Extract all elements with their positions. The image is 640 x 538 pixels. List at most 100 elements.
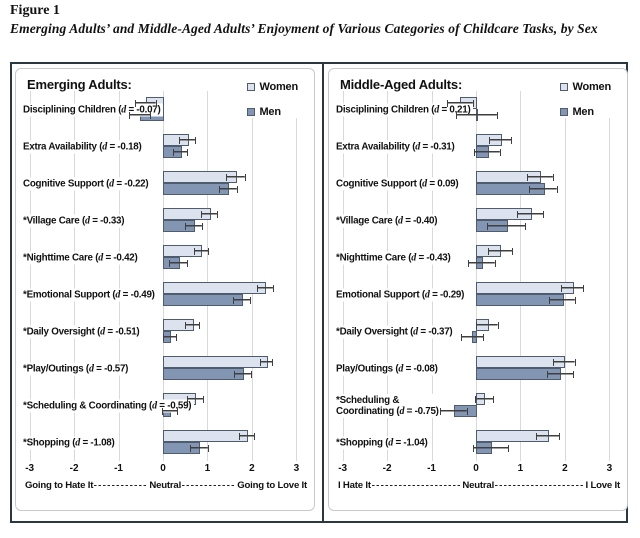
category-row: *Scheduling & Coordinating (d = -0.59) (16, 387, 314, 424)
gridline (118, 91, 120, 461)
bar-men (163, 294, 244, 306)
error-bar-men (232, 296, 252, 304)
gridline (29, 91, 31, 461)
x-tick-label: 0 (160, 463, 166, 474)
legend-item-women: Women (560, 81, 611, 93)
women-swatch-icon (247, 83, 256, 91)
axis-dash-line (182, 484, 237, 487)
legend-label-women: Women (572, 81, 611, 93)
bar-men (163, 368, 244, 380)
category-label: *Daily Oversight (d = -0.37) (335, 325, 456, 338)
category-row: Emotional Support (d = -0.29) (329, 276, 627, 313)
legend-label-men: Men (259, 106, 281, 118)
error-bar-men (162, 333, 177, 341)
category-row: *Emotional Support (d = -0.49) (16, 276, 314, 313)
bar-women (476, 356, 566, 368)
category-label: *Emotional Support (d = -0.49) (22, 288, 158, 301)
plot-area: Disciplining Children (d = -0.07) Extra A… (16, 91, 314, 461)
category-row: *Daily Oversight (d = -0.51) (16, 313, 314, 350)
legend-item-men: Men (247, 106, 298, 118)
axis-caption-right: I Love It (585, 480, 621, 491)
category-row: Disciplining Children (d = 0.21) (329, 91, 627, 128)
women-swatch-icon (560, 83, 569, 91)
error-bar-women (476, 321, 499, 329)
category-label: Cognitive Support (d = 0.09) (335, 177, 462, 190)
x-axis-ticks: -3 -2 -1 0 1 2 3 (329, 463, 627, 476)
error-bar-women (185, 321, 201, 329)
x-tick-label: 0 (473, 463, 479, 474)
x-tick-label: 3 (606, 463, 613, 474)
axis-dash-line (94, 484, 149, 487)
panel-title: Emerging Adults: (27, 77, 132, 92)
bar-women (163, 430, 248, 442)
category-row: Extra Availability (d = -0.18) (16, 128, 314, 165)
error-bar-men (468, 259, 496, 267)
category-row: Cognitive Support (d = 0.09) (329, 165, 627, 202)
category-label: Cognitive Support (d = -0.22) (22, 177, 152, 190)
category-row: Play/Outings (d = -0.08) (329, 350, 627, 387)
error-bar-women (536, 432, 560, 440)
men-swatch-icon (247, 108, 256, 116)
error-bar-women (527, 173, 554, 181)
gridline (342, 91, 344, 461)
category-row: Disciplining Children (d = -0.07) (16, 91, 314, 128)
error-bar-women (561, 284, 585, 292)
x-axis-caption: I Hate It Neutral I Love It (338, 480, 620, 491)
gridline (520, 91, 522, 461)
error-bar-men (161, 407, 178, 415)
error-bar-men (472, 444, 510, 452)
error-bar-men (219, 185, 238, 193)
x-axis-ticks: -3 -2 -1 0 1 2 3 (16, 463, 314, 476)
category-label: *Village Care (d = -0.40) (335, 214, 441, 227)
category-label: Extra Availability (d = -0.31) (335, 140, 458, 153)
error-bar-women (553, 358, 576, 366)
legend: Women Men (560, 81, 611, 118)
category-label: *Village Care (d = -0.33) (22, 214, 128, 227)
error-bar-men (529, 185, 558, 193)
x-tick-label: -3 (338, 463, 348, 474)
error-bar-men (460, 333, 484, 341)
x-tick-label: -3 (25, 463, 35, 474)
x-tick-label: 1 (517, 463, 524, 474)
error-bar-women (489, 136, 513, 144)
bar-women (163, 282, 267, 294)
category-label: *Scheduling & Coordinating (d = -0.75) (335, 393, 442, 418)
gridline (431, 91, 433, 461)
error-bar-women (516, 210, 545, 218)
men-swatch-icon (560, 108, 569, 116)
gridline (207, 91, 209, 461)
x-tick-label: 2 (249, 463, 255, 474)
legend-item-women: Women (247, 81, 298, 93)
error-bar-women (201, 210, 219, 218)
error-bar-men (173, 148, 189, 156)
bar-women (163, 356, 268, 368)
axis-caption-center: Neutral (149, 480, 182, 491)
category-row: *Daily Oversight (d = -0.37) (329, 313, 627, 350)
error-bar-women (226, 173, 246, 181)
category-row: Cognitive Support (d = -0.22) (16, 165, 314, 202)
category-label: *Nighttime Care (d = -0.43) (335, 251, 454, 264)
error-bar-men (128, 111, 151, 119)
axis-dash-line (495, 484, 585, 487)
legend-label-women: Women (259, 81, 298, 93)
x-tick-label: -2 (382, 463, 392, 474)
gridline (609, 91, 611, 461)
error-bar-women (193, 247, 209, 255)
axis-caption-left: I Hate It (338, 480, 371, 491)
panel-divider (322, 64, 324, 521)
category-label: *Scheduling & Coordinating (d = -0.59) (22, 399, 195, 412)
axis-caption-left: Going to Hate It (25, 480, 94, 491)
x-tick-label: 3 (293, 463, 300, 474)
error-bar-women (187, 395, 204, 403)
gridline (564, 91, 566, 461)
error-bar-women (259, 358, 274, 366)
category-label: *Daily Oversight (d = -0.51) (22, 325, 143, 338)
gridline (163, 91, 164, 461)
category-row: *Nighttime Care (d = -0.42) (16, 239, 314, 276)
x-tick-label: -2 (69, 463, 79, 474)
x-tick-label: -1 (427, 463, 436, 474)
error-bar-men (455, 111, 498, 119)
category-row: *Shopping (d = -1.04) (329, 424, 627, 461)
x-axis-caption: Going to Hate It Neutral Going to Love I… (25, 480, 307, 491)
error-bar-women (179, 136, 197, 144)
